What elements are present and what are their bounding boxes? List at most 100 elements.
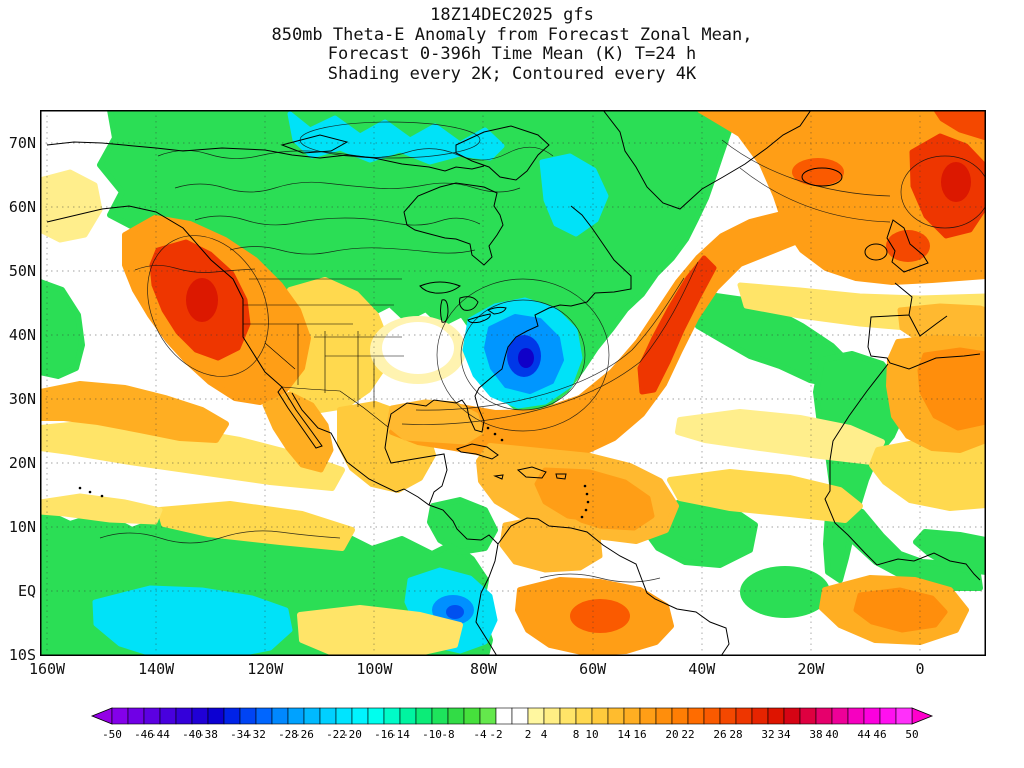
y-tick-label: 50N <box>8 262 36 280</box>
colorbar-tick-label: -16 <box>374 728 394 741</box>
colorbar-tick-label: 16 <box>633 728 646 741</box>
colorbar-left-arrow <box>90 707 113 725</box>
colorbar-tick-label: -34 <box>230 728 250 741</box>
colorbar-tick-label: 2 <box>525 728 532 741</box>
title-run: 18Z14DEC2025 gfs <box>430 5 594 25</box>
x-tick-label: 160W <box>28 660 66 678</box>
colorbar: -50 -46-44 -40-38 -34-32 -28-26 -22-20 -16-14-… <box>90 707 934 741</box>
colorbar-tick-label: 20 <box>665 728 678 741</box>
x-tick-label: 20W <box>797 660 825 678</box>
colorbar-segment <box>479 707 497 725</box>
colorbar-segment <box>895 707 913 725</box>
colorbar-segment <box>719 707 737 725</box>
colorbar-tick-label: -10 <box>422 728 442 741</box>
colorbar-tick-label: -2 <box>489 728 502 741</box>
colorbar-segment <box>127 707 145 725</box>
colorbar-segment <box>303 707 321 725</box>
colorbar-segment <box>367 707 385 725</box>
y-tick-label: 60N <box>8 198 36 216</box>
colorbar-segment <box>351 707 369 725</box>
colorbar-segment <box>655 707 673 725</box>
colorbar-tick-label: -28 <box>278 728 298 741</box>
coastline-layer <box>46 109 981 657</box>
colorbar-segment <box>879 707 897 725</box>
colorbar-segment <box>463 707 481 725</box>
shading-layer <box>37 107 989 659</box>
x-tick-label: 80W <box>469 660 498 678</box>
colorbar-tick-label: -22 <box>326 728 346 741</box>
colorbar-segment <box>191 707 209 725</box>
colorbar-tick-label: -14 <box>390 728 410 741</box>
colorbar-segment <box>159 707 177 725</box>
colorbar-segment <box>623 707 641 725</box>
y-tick-label: EQ <box>17 582 36 600</box>
colorbar-segment <box>575 707 593 725</box>
x-tick-label: 140W <box>138 660 175 678</box>
colorbar-tick-label: 46 <box>873 728 886 741</box>
colorbar-tick-label: 50 <box>905 728 918 741</box>
colorbar-tick-label: -4 <box>473 728 487 741</box>
colorbar-segment <box>751 707 769 725</box>
colorbar-segment <box>399 707 417 725</box>
colorbar-right-arrow <box>911 707 934 725</box>
colorbar-tick-label: 38 <box>809 728 822 741</box>
colorbar-segment <box>255 707 273 725</box>
colorbar-segment <box>703 707 721 725</box>
title-shading-info: Shading every 2K; Contoured every 4K <box>327 63 697 84</box>
colorbar-segment <box>527 707 545 725</box>
colorbar-segment <box>143 707 161 725</box>
colorbar-segment <box>111 707 129 725</box>
contour-layer <box>99 121 990 583</box>
island-dots <box>78 426 590 519</box>
colorbar-segment <box>383 707 401 725</box>
x-axis-labels: 160W 140W 120W 100W 80W 60W 40W 20W 0 <box>0 660 1024 682</box>
colorbar-tick-label: -38 <box>198 728 218 741</box>
colorbar-segment <box>495 707 513 725</box>
colorbar-segment <box>239 707 257 725</box>
plot-title-block: 18Z14DEC2025 gfs 850mb Theta-E Anomaly f… <box>0 5 1024 84</box>
colorbar-segment <box>591 707 609 725</box>
colorbar-tick-label: 8 <box>573 728 580 741</box>
colorbar-segment <box>447 707 465 725</box>
colorbar-segment <box>175 707 193 725</box>
colorbar-segment <box>815 707 833 725</box>
colorbar-tick-label: -8 <box>441 728 454 741</box>
colorbar-segment <box>847 707 865 725</box>
x-tick-label: 40W <box>688 660 716 678</box>
colorbar-tick-label: -20 <box>342 728 362 741</box>
x-tick-label: 100W <box>356 660 393 678</box>
colorbar-segment <box>559 707 577 725</box>
anomaly-map <box>37 107 990 659</box>
colorbar-tick-label: 44 <box>857 728 871 741</box>
y-axis-labels: 70N 60N 50N 40N 30N 20N 10N EQ 10S <box>0 0 36 768</box>
y-tick-label: 30N <box>8 390 36 408</box>
colorbar-tick-label: -40 <box>182 728 202 741</box>
colorbar-segment <box>863 707 881 725</box>
colorbar-tick-label: 22 <box>681 728 694 741</box>
colorbar-segment <box>831 707 849 725</box>
plot-frame <box>40 110 986 656</box>
title-field: 850mb Theta-E Anomaly from Forecast Zona… <box>271 24 753 45</box>
colorbar-segment <box>783 707 801 725</box>
colorbar-segment <box>335 707 353 725</box>
colorbar-tick-label: 28 <box>729 728 742 741</box>
colorbar-segment <box>207 707 225 725</box>
colorbar-segment <box>543 707 561 725</box>
y-tick-label: 70N <box>8 134 36 152</box>
colorbar-segment <box>671 707 689 725</box>
colorbar-tick-label: -44 <box>150 728 170 741</box>
colorbar-segment <box>431 707 449 725</box>
colorbar-tick-label: 4 <box>541 728 548 741</box>
y-tick-label: 20N <box>8 454 36 472</box>
colorbar-segment <box>271 707 289 725</box>
title-forecast: Forecast 0-396h Time Mean (K) T=24 h <box>327 44 697 64</box>
colorbar-segment <box>319 707 337 725</box>
colorbar-segment <box>687 707 705 725</box>
gridline-layer <box>40 110 986 656</box>
colorbar-segment <box>767 707 785 725</box>
x-tick-label: 60W <box>579 660 607 678</box>
y-tick-label: 40N <box>8 326 36 344</box>
colorbar-segment <box>223 707 241 725</box>
colorbar-segment <box>735 707 753 725</box>
colorbar-tick-label: 32 <box>761 728 774 741</box>
